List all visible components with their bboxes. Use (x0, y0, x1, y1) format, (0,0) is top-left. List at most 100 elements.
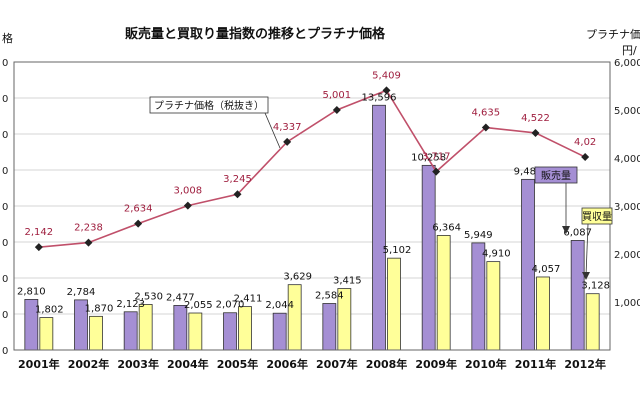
bar-sales (123, 311, 138, 351)
right-axis-unit: 円/ (622, 44, 637, 57)
price-marker (481, 123, 490, 132)
label-purchase: 5,102 (383, 245, 412, 256)
left-tick-label: 0 (2, 238, 8, 249)
x-tick-label: 2006年 (266, 357, 308, 371)
x-tick-label: 2007年 (316, 357, 358, 371)
price-callout-leader (264, 112, 281, 149)
right-tick-label: 1,000 (614, 298, 640, 309)
label-purchase: 2,411 (234, 294, 263, 305)
x-tick-label: 2008年 (366, 357, 408, 371)
purchase-callout-label: 買収量 (582, 211, 612, 223)
label-sales: 2,477 (166, 292, 195, 303)
bar-purchase (138, 304, 153, 351)
label-price: 5,409 (372, 70, 401, 81)
label-purchase: 3,415 (333, 276, 362, 287)
label-price: 3,717 (422, 152, 451, 163)
right-axis-label: プラチナ価 (586, 28, 640, 41)
bar-purchase (238, 306, 252, 351)
price-marker (432, 167, 441, 176)
bar-purchase (387, 257, 401, 351)
sales-callout-arrow (562, 226, 570, 234)
bar-purchase (436, 235, 451, 351)
label-purchase: 3,128 (581, 281, 610, 292)
right-tick-label: 6,000 (614, 58, 640, 69)
purchase-callout-arrow (582, 272, 590, 280)
sales-callout-box (534, 166, 578, 184)
x-tick-label: 2004年 (167, 357, 209, 371)
price-marker (183, 201, 192, 210)
label-sales: 9,480 (514, 166, 543, 177)
x-tick-label: 2001年 (18, 357, 60, 371)
price-marker (34, 243, 43, 252)
bar-sales (322, 303, 337, 351)
left-tick-label: 0 (2, 202, 8, 213)
label-price: 4,337 (273, 122, 302, 133)
label-purchase: 1,870 (85, 303, 114, 314)
label-price: 4,522 (521, 113, 550, 124)
price-marker (233, 190, 242, 199)
bar-purchase (89, 315, 103, 351)
bar-purchase (486, 261, 501, 351)
left-tick-label: 0 (2, 58, 8, 69)
chart-title: 販売量と買取り量指数の推移とプラチナ価格 (125, 26, 386, 42)
sales-callout-label: 販売量 (541, 169, 571, 182)
label-sales: 6,087 (563, 227, 592, 238)
x-tick-label: 2002年 (68, 357, 110, 371)
label-price: 3,008 (174, 186, 203, 197)
label-price: 2,142 (25, 227, 54, 238)
bar-sales (272, 312, 287, 351)
right-tick-label: 2,000 (614, 250, 640, 261)
label-purchase: 2,055 (184, 300, 213, 311)
label-purchase: 4,910 (482, 249, 511, 260)
price-callout-label: プラチナ価格（税抜き） (154, 99, 264, 112)
price-marker (581, 153, 590, 162)
x-tick-label: 2003年 (117, 357, 159, 371)
x-tick-label: 2012年 (564, 357, 606, 371)
label-price: 2,634 (124, 204, 153, 215)
bar-purchase (287, 284, 302, 351)
plot-border (13, 61, 611, 351)
label-sales: 2,784 (67, 287, 96, 298)
bar-sales (372, 104, 386, 351)
label-sales: 2,070 (216, 300, 245, 311)
bar-sales (223, 312, 237, 351)
label-sales: 2,123 (116, 299, 145, 310)
label-sales: 2,584 (315, 290, 344, 301)
x-tick-label: 2009年 (415, 357, 457, 371)
left-tick-label: 0 (2, 94, 8, 105)
price-marker (283, 137, 292, 146)
label-price: 3,245 (223, 174, 252, 185)
label-purchase: 4,057 (532, 264, 561, 275)
left-tick-label: 0 (2, 310, 8, 321)
label-sales: 2,044 (265, 300, 294, 311)
label-sales: 5,949 (464, 230, 493, 241)
bar-purchase (39, 317, 54, 351)
axis-layer: 0 0 0 0 0 0 0 0 0 1,000 2,000 3,000 4,000 5,000 6,000 2… (2, 58, 640, 371)
x-tick-label: 2011年 (515, 357, 557, 371)
purchase-callout-box (581, 207, 613, 225)
x-tick-label: 2005年 (217, 357, 259, 371)
price-marker (84, 238, 93, 247)
x-tick-label: 2010年 (465, 357, 507, 371)
price-marker (531, 128, 540, 137)
price-marker (134, 219, 143, 228)
price-marker (382, 86, 391, 95)
label-purchase: 6,364 (432, 222, 461, 233)
left-tick-label: 0 (2, 346, 8, 357)
label-sales: 2,810 (17, 286, 46, 297)
label-sales: 10,258 (411, 152, 446, 163)
label-price: 2,238 (74, 223, 103, 234)
price-line-layer (34, 86, 590, 252)
bar-sales (570, 240, 585, 351)
bar-purchase (536, 276, 550, 351)
price-line (38, 89, 586, 248)
price-callout-box (149, 96, 269, 114)
bar-sales (173, 305, 188, 351)
bar-purchase (585, 293, 600, 351)
left-tick-label: 0 (2, 166, 8, 177)
left-tick-label: 0 (2, 130, 8, 141)
